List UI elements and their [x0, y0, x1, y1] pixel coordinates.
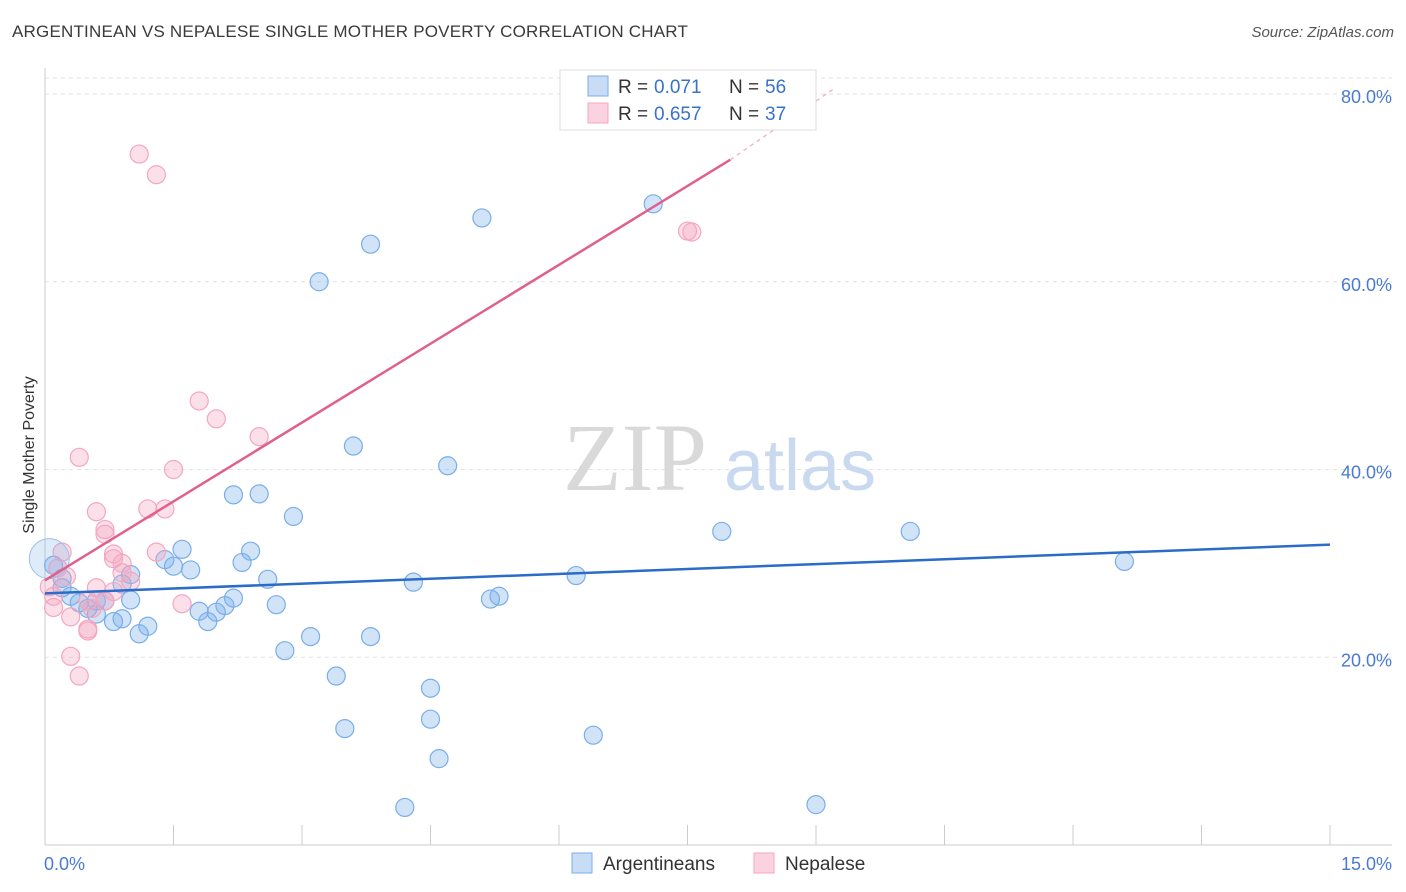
data-point-nepalese	[138, 499, 158, 519]
data-point-nepalese	[78, 621, 98, 641]
data-point-nepalese	[682, 222, 702, 242]
y-tick-label: 40.0%	[1341, 463, 1392, 483]
data-point-argentineans	[335, 718, 355, 739]
tick-labels: 20.0% 40.0% 60.0% 80.0% 0.0% 15.0%	[44, 87, 1392, 874]
bottom-legend-swatch-argentineans	[571, 852, 593, 874]
data-point-argentineans	[583, 725, 603, 745]
data-point-nepalese	[86, 502, 107, 522]
data-point-argentineans	[172, 539, 192, 559]
legend-swatch-argentineans	[587, 75, 609, 97]
data-point-argentineans	[806, 795, 826, 815]
data-point-argentineans	[489, 586, 509, 606]
data-point-argentineans	[300, 626, 321, 647]
data-point-nepalese	[249, 427, 269, 447]
legend-n-label-nepalese: N =	[729, 104, 759, 125]
legend-r-value-argentineans: 0.071	[654, 77, 702, 98]
data-point-argentineans	[566, 565, 586, 586]
chart-title: ARGENTINEAN VS NEPALESE SINGLE MOTHER PO…	[12, 22, 689, 41]
source-label: Source: ZipAtlas.com	[1251, 24, 1394, 41]
data-point-argentineans	[1114, 551, 1135, 572]
legend-r-label-argentineans: R =	[618, 77, 648, 98]
axes	[44, 68, 1392, 846]
legend-n-value-nepalese: 37	[765, 104, 786, 125]
data-point-argentineans	[275, 641, 295, 661]
data-point-nepalese	[82, 598, 102, 619]
data-point-argentineans	[472, 208, 492, 228]
data-point-argentineans	[138, 616, 158, 636]
data-point-nepalese	[61, 607, 81, 627]
x-tick-label: 15.0%	[1341, 854, 1392, 874]
legend-r-value-nepalese: 0.657	[654, 104, 702, 125]
data-point-argentineans	[420, 709, 441, 729]
data-point-argentineans	[420, 678, 441, 698]
trend-lines	[44, 88, 1331, 595]
data-point-argentineans	[438, 456, 458, 476]
bottom-legend-swatch-nepalese	[753, 852, 775, 874]
bottom-legend-label-argentineans: Argentineans	[603, 854, 715, 875]
data-point-nepalese	[95, 519, 115, 540]
data-point-argentineans	[360, 234, 381, 254]
legend-r-label-nepalese: R =	[618, 104, 648, 125]
y-tick-label: 20.0%	[1341, 650, 1392, 670]
data-point-argentineans	[112, 609, 132, 629]
y-axis-label: Single Mother Poverty	[21, 376, 38, 533]
data-point-nepalese	[146, 165, 166, 185]
data-point-nepalese	[146, 542, 166, 562]
data-point-nepalese	[69, 666, 89, 686]
data-point-argentineans	[249, 484, 269, 504]
legend-swatch-nepalese	[587, 102, 609, 124]
data-point-nepalese	[189, 391, 209, 411]
watermark-atlas: atlas	[724, 426, 876, 506]
data-point-nepalese	[163, 459, 184, 480]
legend-top: R = 0.071 N = 56 R = 0.657 N = 37	[559, 69, 817, 131]
data-point-argentineans	[266, 595, 286, 615]
legend-n-label-argentineans: N =	[729, 77, 759, 98]
data-point-nepalese	[69, 447, 89, 467]
data-point-argentineans	[283, 506, 304, 527]
data-points	[28, 144, 1135, 818]
data-point-argentineans	[712, 521, 732, 542]
data-point-argentineans	[403, 572, 423, 592]
data-point-argentineans	[223, 588, 244, 608]
data-point-argentineans	[241, 541, 261, 561]
trend-line-argentineans	[44, 543, 1331, 595]
bottom-legend-label-nepalese: Nepalese	[785, 854, 865, 875]
watermark-zip: ZIP	[563, 404, 707, 511]
data-point-argentineans	[395, 797, 415, 818]
legend-n-value-argentineans: 56	[765, 77, 786, 98]
watermark: ZIP atlas	[563, 404, 876, 511]
data-point-argentineans	[28, 538, 70, 580]
data-point-argentineans	[900, 521, 920, 542]
data-point-nepalese	[121, 571, 141, 591]
data-point-argentineans	[163, 556, 184, 576]
data-point-argentineans	[223, 485, 244, 505]
legend-bottom: Argentineans Nepalese	[571, 852, 865, 875]
data-point-nepalese	[172, 594, 192, 614]
y-tick-label: 60.0%	[1341, 275, 1392, 295]
trend-line-nepalese	[44, 158, 731, 582]
data-point-argentineans	[121, 590, 141, 610]
data-point-nepalese	[43, 597, 64, 618]
data-point-argentineans	[309, 272, 329, 292]
data-point-argentineans	[429, 749, 449, 769]
data-point-argentineans	[326, 666, 346, 686]
y-tick-label: 80.0%	[1341, 87, 1392, 107]
data-point-argentineans	[360, 626, 381, 647]
x-tick-label: 0.0%	[44, 854, 85, 874]
data-point-nepalese	[129, 144, 149, 164]
data-point-nepalese	[206, 409, 226, 429]
data-point-argentineans	[343, 436, 363, 456]
data-point-argentineans	[181, 560, 201, 580]
data-point-nepalese	[61, 646, 81, 666]
